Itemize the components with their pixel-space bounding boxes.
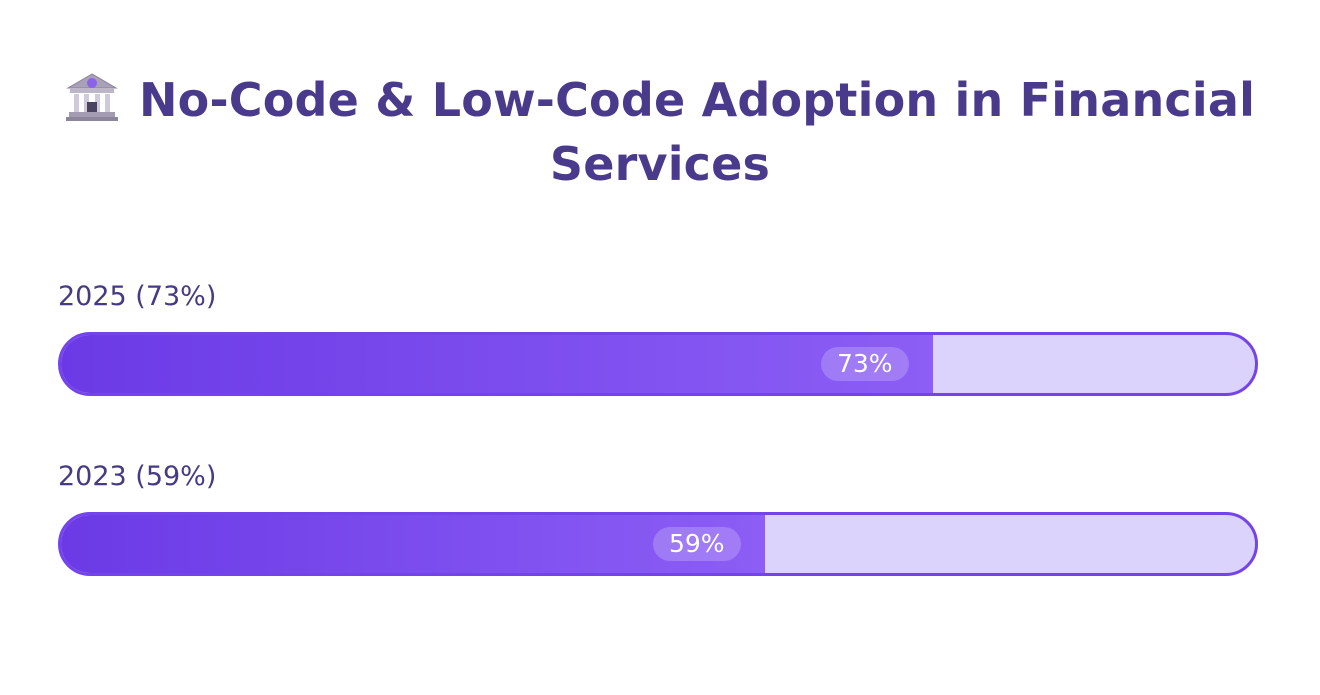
bar-category-label: 2025 (73%): [58, 281, 217, 312]
bar-row-2025: 2025 (73%) 73%: [58, 277, 1258, 396]
bar-fill: [61, 335, 933, 393]
bar-category-label: 2023 (59%): [58, 461, 217, 492]
chart-title-text: No-Code & Low-Code Adoption in Financial…: [138, 73, 1256, 191]
bank-icon: [65, 73, 118, 121]
chart-title: No-Code & Low-Code Adoption in Financial…: [60, 68, 1260, 196]
bar-row-2023: 2023 (59%) 59%: [58, 457, 1258, 576]
bar-value-label: 59%: [653, 527, 741, 561]
bar-fill: [61, 515, 765, 573]
bar-track: 59%: [58, 512, 1258, 576]
bar-value-label: 73%: [821, 347, 909, 381]
bar-track: 73%: [58, 332, 1258, 396]
